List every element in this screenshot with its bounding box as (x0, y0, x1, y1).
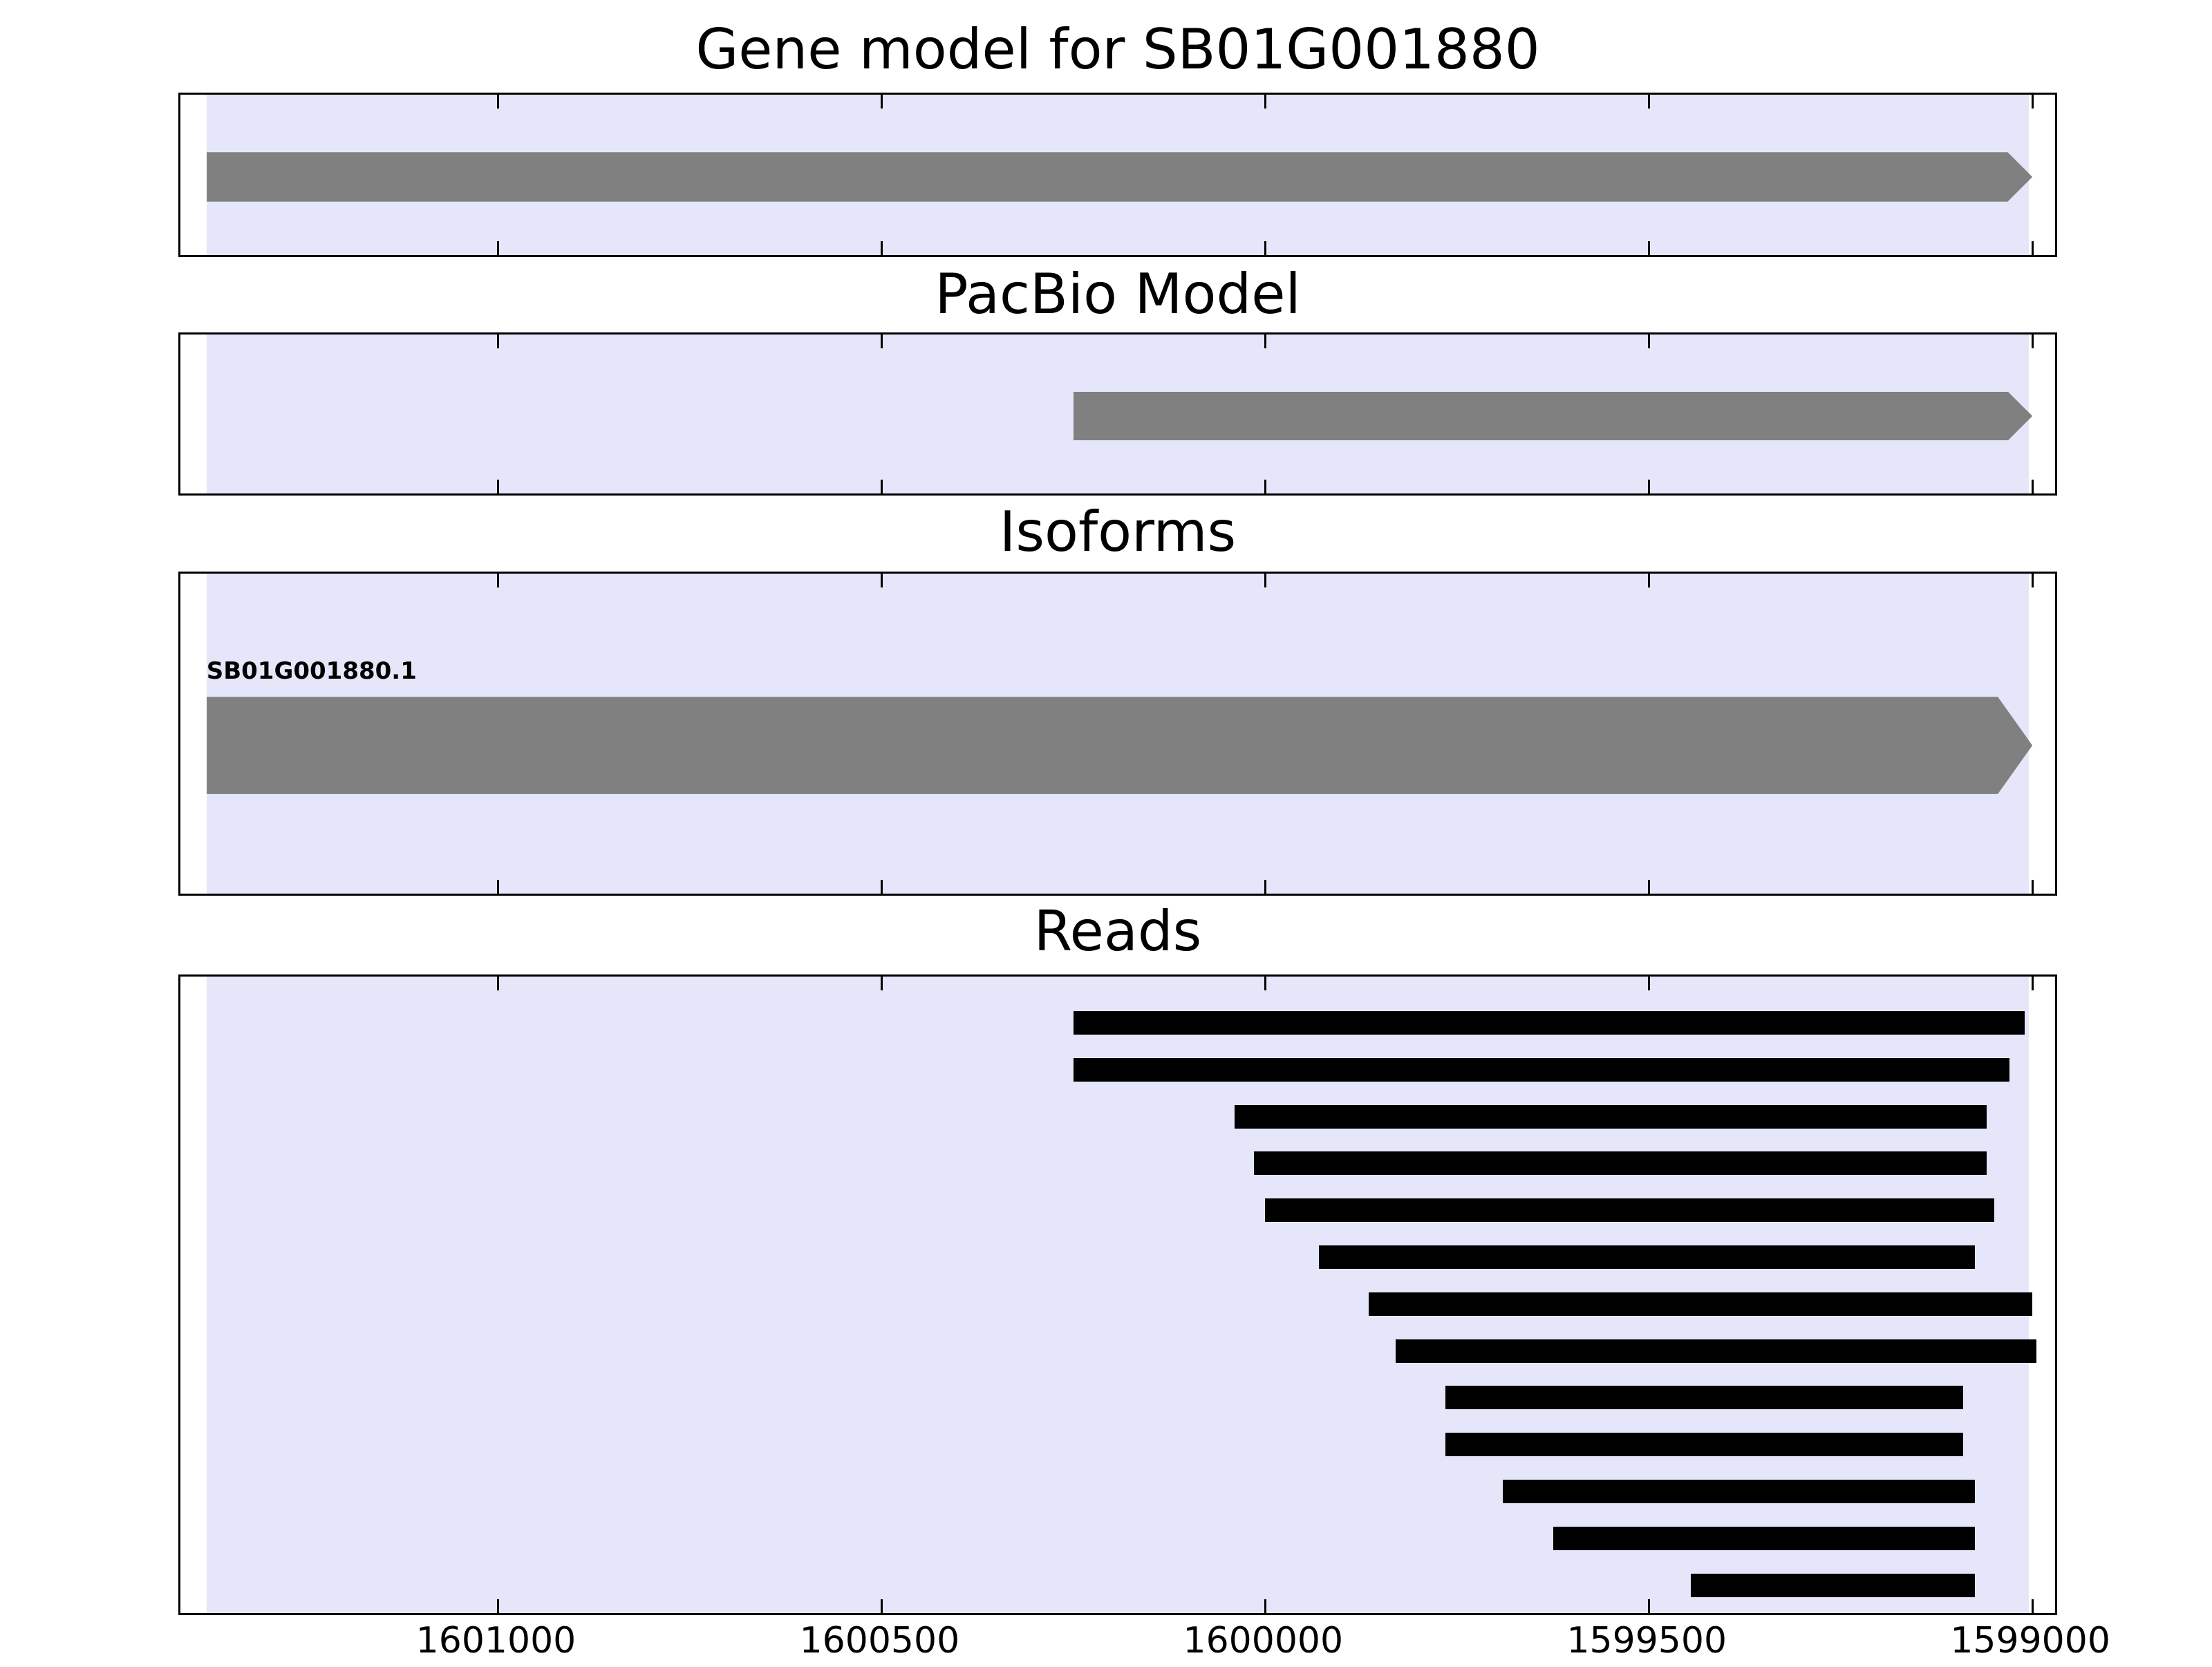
read-bar (1319, 1245, 1975, 1269)
axis-tick (496, 880, 499, 894)
read-bar (1553, 1526, 1975, 1550)
axis-tick (496, 480, 499, 493)
axis-tick (880, 1599, 883, 1613)
axis-tick (1264, 880, 1266, 894)
gene-model-panel (178, 93, 2057, 257)
axis-tick (1647, 335, 1650, 348)
axis-tick (1647, 95, 1650, 109)
gene-arrow (207, 697, 2032, 794)
read-bar (1445, 1386, 1964, 1410)
read-bar (1265, 1198, 1994, 1223)
axis-tick (1647, 574, 1650, 587)
axis-tick (496, 1599, 499, 1613)
axis-tick (496, 241, 499, 255)
axis-tick (1647, 480, 1650, 493)
read-bar (1073, 1011, 2025, 1035)
axis-tick (496, 335, 499, 348)
axis-tick (2031, 335, 2034, 348)
x-axis-tick-label: 1600500 (799, 1620, 960, 1661)
read-bar (1073, 1057, 2009, 1082)
axis-tick (1264, 241, 1266, 255)
axis-tick (2031, 1599, 2034, 1613)
read-bar (1234, 1104, 1987, 1129)
axis-tick (2031, 241, 2034, 255)
x-axis-tick-labels: 1601000 1600500 1600000 1599500 1599000 (0, 1623, 2212, 1667)
isoform-label: SB01G001880.1 (206, 657, 417, 686)
axis-tick (496, 574, 499, 587)
axis-tick (880, 241, 883, 255)
x-axis-tick-label: 1600000 (1183, 1620, 1344, 1661)
panel-title-pacbio-model: PacBio Model (935, 262, 1301, 326)
panel-title-gene-model: Gene model for SB01G001880 (695, 17, 1540, 82)
axis-tick (496, 95, 499, 109)
axis-tick (2031, 977, 2034, 990)
axis-tick (1264, 335, 1266, 348)
axis-tick (880, 335, 883, 348)
axis-tick (1264, 1599, 1266, 1613)
axis-tick (880, 977, 883, 990)
axis-tick (880, 95, 883, 109)
panel-title-reads: Reads (1033, 899, 1202, 963)
gene-arrow (207, 152, 2032, 201)
axis-tick (2031, 480, 2034, 493)
isoforms-panel: SB01G001880.1 (178, 572, 2057, 896)
axis-tick (1264, 574, 1266, 587)
axis-tick (496, 977, 499, 990)
axis-tick (880, 574, 883, 587)
axis-tick (1264, 480, 1266, 493)
read-bar (1369, 1292, 2033, 1316)
axis-tick (1264, 95, 1266, 109)
read-bar (1253, 1151, 1987, 1176)
axis-tick (1647, 1599, 1650, 1613)
gene-arrow (1074, 392, 2032, 441)
axis-tick (1647, 241, 1650, 255)
axis-tick (2031, 95, 2034, 109)
axis-tick (1647, 977, 1650, 990)
axis-tick (880, 880, 883, 894)
read-bar (1395, 1339, 2036, 1363)
x-axis-tick-label: 1599000 (1950, 1620, 2110, 1661)
axis-tick (2031, 574, 2034, 587)
read-bar (1691, 1573, 1975, 1597)
panel-title-isoforms: Isoforms (999, 500, 1237, 564)
read-bar (1445, 1433, 1964, 1457)
axis-tick (1264, 977, 1266, 990)
x-axis-tick-label: 1601000 (415, 1620, 577, 1661)
read-bar (1503, 1480, 1975, 1503)
x-axis-tick-label: 1599500 (1566, 1620, 1727, 1661)
axis-tick (1647, 880, 1650, 894)
axis-tick (2031, 880, 2034, 894)
reads-panel (178, 974, 2057, 1615)
axis-tick (880, 480, 883, 493)
pacbio-model-panel (178, 332, 2057, 496)
